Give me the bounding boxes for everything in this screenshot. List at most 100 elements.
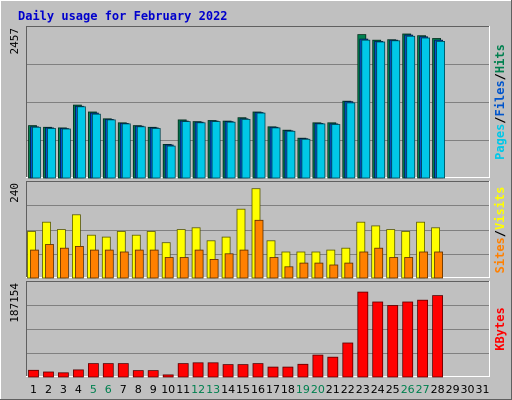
bar-sites-day-3	[60, 247, 69, 279]
bar-pages-day-13	[211, 121, 221, 179]
bar-pages-day-25	[391, 40, 401, 179]
bar-sites-day-13	[209, 258, 219, 279]
legend-pages: Pages	[493, 124, 507, 160]
x-tick-day-2: 2	[45, 383, 52, 396]
bar-sites-day-16	[254, 219, 264, 279]
bar-sites-day-22	[344, 262, 354, 279]
bar-pages-day-17	[271, 127, 281, 179]
bar-sites-day-25	[389, 257, 399, 279]
bar-kbytes-day-26	[402, 301, 414, 378]
bar-pages-day-1	[32, 126, 41, 179]
bar-pages-day-6	[106, 119, 116, 179]
legend-1: Pages/Files/Hits	[493, 44, 507, 160]
bar-pages-day-15	[241, 119, 251, 179]
bar-kbytes-day-16	[252, 363, 264, 378]
bar-pages-day-28	[436, 41, 446, 179]
y-max-label: 240	[8, 183, 21, 203]
bar-pages-day-11	[181, 121, 191, 179]
bar-sites-day-10	[164, 257, 174, 279]
bar-pages-day-18	[286, 130, 296, 179]
bar-kbytes-day-5	[88, 363, 99, 378]
legend-separator: /	[493, 116, 507, 123]
x-tick-day-19: 19	[296, 383, 310, 396]
x-tick-day-12: 12	[191, 383, 205, 396]
bar-pages-day-9	[151, 128, 161, 179]
bar-pages-day-10	[166, 145, 176, 179]
bar-sites-day-26	[404, 257, 414, 279]
legend-files: Files	[493, 80, 507, 116]
bar-sites-day-21	[329, 264, 339, 279]
x-tick-day-25: 25	[386, 383, 400, 396]
bar-kbytes-day-15	[237, 364, 249, 378]
legend-sites: Sites	[493, 237, 507, 273]
x-tick-day-20: 20	[311, 383, 325, 396]
bar-kbytes-day-27	[417, 299, 429, 378]
bar-pages-day-14	[226, 121, 236, 179]
x-axis-days: 1 2 3 4 5 6 7 8 9 10 11 12 13 14 15 16 17 18 19 20 21 22 23 24 2…	[30, 383, 490, 396]
legend-kbytes: KBytes	[493, 307, 507, 350]
x-tick-day-16: 16	[251, 383, 265, 396]
x-tick-day-4: 4	[75, 383, 82, 396]
bar-pages-day-21	[331, 124, 341, 179]
x-tick-day-18: 18	[281, 383, 295, 396]
bar-kbytes-day-6	[102, 363, 114, 378]
bar-pages-day-22	[346, 102, 356, 179]
bar-sites-day-20	[314, 262, 324, 279]
bar-sites-day-7	[119, 251, 129, 279]
bar-sites-day-17	[269, 257, 279, 279]
legend-hits: Hits	[493, 44, 507, 73]
bar-sites-day-18	[284, 266, 294, 279]
bar-sites-day-2	[45, 244, 54, 279]
bar-pages-day-26	[406, 35, 416, 179]
x-tick-day-27: 27	[416, 383, 430, 396]
bar-kbytes-day-23	[357, 291, 369, 378]
bar-kbytes-day-2	[43, 371, 54, 378]
bar-kbytes-day-20	[312, 354, 324, 378]
bar-kbytes-day-24	[372, 301, 384, 378]
bar-sites-day-27	[419, 251, 429, 279]
x-tick-day-17: 17	[266, 383, 280, 396]
bar-pages-day-8	[136, 126, 146, 179]
bar-kbytes-day-8	[132, 370, 144, 378]
bar-pages-day-23	[361, 39, 371, 179]
x-tick-day-23: 23	[356, 383, 370, 396]
legend-visits: Visits	[493, 187, 507, 230]
bar-sites-day-24	[374, 247, 384, 279]
bar-kbytes-day-18	[282, 366, 294, 378]
bar-kbytes-day-12	[192, 362, 204, 378]
bar-sites-day-4	[75, 245, 84, 279]
x-tick-day-28: 28	[431, 383, 445, 396]
y-max-label: 2457	[8, 28, 21, 55]
x-tick-day-1: 1	[30, 383, 37, 396]
x-tick-day-5: 5	[90, 383, 97, 396]
bar-pages-day-20	[316, 123, 326, 179]
x-tick-day-31: 31	[476, 383, 490, 396]
x-tick-day-26: 26	[401, 383, 415, 396]
chart-title: Daily usage for February 2022	[18, 9, 228, 23]
x-tick-day-6: 6	[105, 383, 112, 396]
bar-pages-day-19	[301, 138, 311, 179]
bar-kbytes-day-22	[342, 342, 354, 378]
bar-pages-day-5	[92, 113, 101, 179]
bar-sites-day-5	[90, 249, 99, 279]
x-tick-day-10: 10	[161, 383, 175, 396]
bar-kbytes-day-7	[117, 363, 129, 378]
bar-kbytes-day-3	[58, 372, 69, 378]
bar-pages-day-4	[77, 106, 86, 179]
legend-3: KBytes	[493, 307, 507, 350]
y-max-label: 187154	[8, 283, 21, 323]
x-tick-day-3: 3	[60, 383, 67, 396]
x-tick-day-29: 29	[446, 383, 460, 396]
legend-separator: /	[493, 230, 507, 237]
bar-sites-day-1	[30, 249, 39, 279]
bar-sites-day-12	[194, 249, 204, 279]
bar-kbytes-day-21	[327, 356, 339, 378]
x-tick-day-15: 15	[236, 383, 250, 396]
bar-kbytes-day-25	[387, 305, 399, 378]
bar-kbytes-day-28	[432, 295, 444, 378]
x-tick-day-8: 8	[135, 383, 142, 396]
bar-kbytes-day-9	[147, 370, 159, 378]
x-tick-day-30: 30	[461, 383, 475, 396]
bar-kbytes-day-11	[177, 363, 189, 378]
